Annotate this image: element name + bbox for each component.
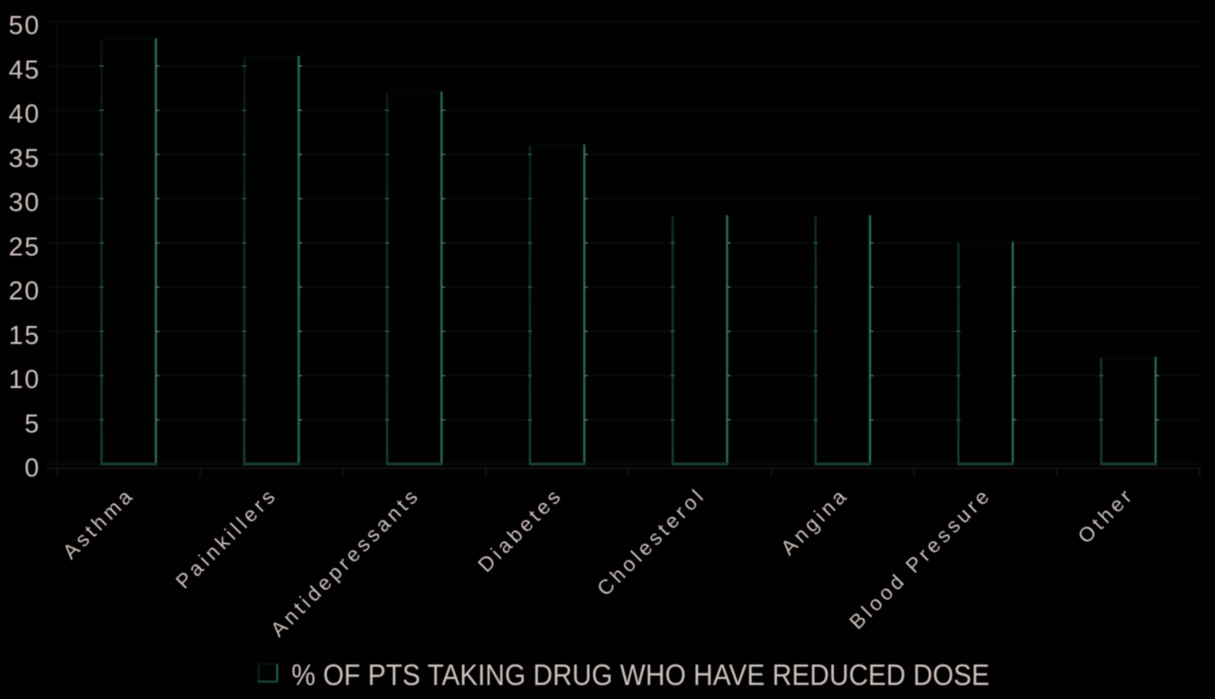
svg-text:30: 30 xyxy=(9,187,41,217)
svg-text:20: 20 xyxy=(9,276,41,306)
svg-text:15: 15 xyxy=(9,320,41,350)
svg-text:35: 35 xyxy=(9,143,41,173)
svg-text:0: 0 xyxy=(25,453,41,483)
svg-text:10: 10 xyxy=(9,364,41,394)
svg-text:% OF PTS TAKING DRUG WHO HAVE: % OF PTS TAKING DRUG WHO HAVE REDUCED DO… xyxy=(292,659,990,692)
svg-text:25: 25 xyxy=(9,231,41,261)
svg-text:40: 40 xyxy=(9,99,41,129)
svg-text:45: 45 xyxy=(9,55,41,85)
svg-text:50: 50 xyxy=(9,10,41,40)
svg-text:5: 5 xyxy=(25,408,41,438)
